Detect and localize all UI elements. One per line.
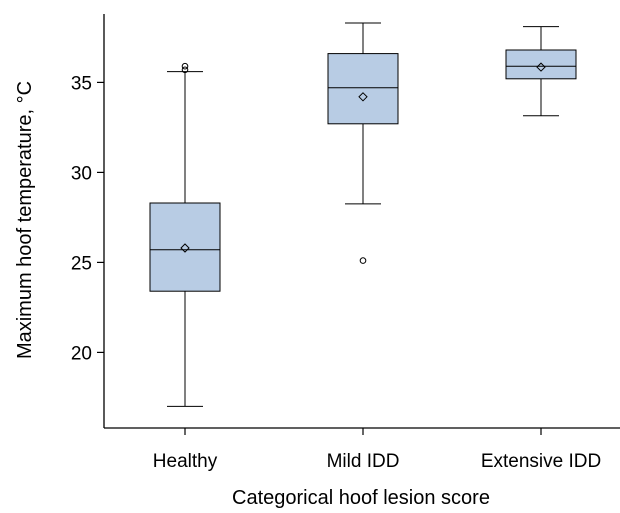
x-tick-label: Mild IDD bbox=[327, 451, 400, 472]
y-tick-label: 35 bbox=[71, 73, 92, 94]
mean-marker bbox=[536, 62, 546, 72]
box-iqr bbox=[327, 53, 399, 125]
outlier-point bbox=[181, 62, 189, 70]
x-axis-title: Categorical hoof lesion score bbox=[232, 487, 490, 508]
box-iqr bbox=[149, 202, 221, 292]
x-tick-label: Extensive IDD bbox=[481, 451, 601, 472]
outlier-point bbox=[359, 257, 367, 264]
mean-marker bbox=[358, 92, 368, 102]
plot-area: 20 25 30 35 Healthy Mild IDD Extensive IDD bbox=[71, 14, 620, 472]
y-tick-label: 30 bbox=[71, 163, 92, 184]
x-tick-label: Healthy bbox=[153, 451, 218, 472]
outlier-point bbox=[181, 66, 189, 74]
mean-marker bbox=[180, 243, 190, 253]
y-axis-title: Maximum hoof temperature, °C bbox=[14, 81, 36, 359]
y-tick-label: 25 bbox=[71, 253, 92, 274]
box-iqr bbox=[505, 49, 577, 80]
y-tick-label: 20 bbox=[71, 343, 92, 364]
